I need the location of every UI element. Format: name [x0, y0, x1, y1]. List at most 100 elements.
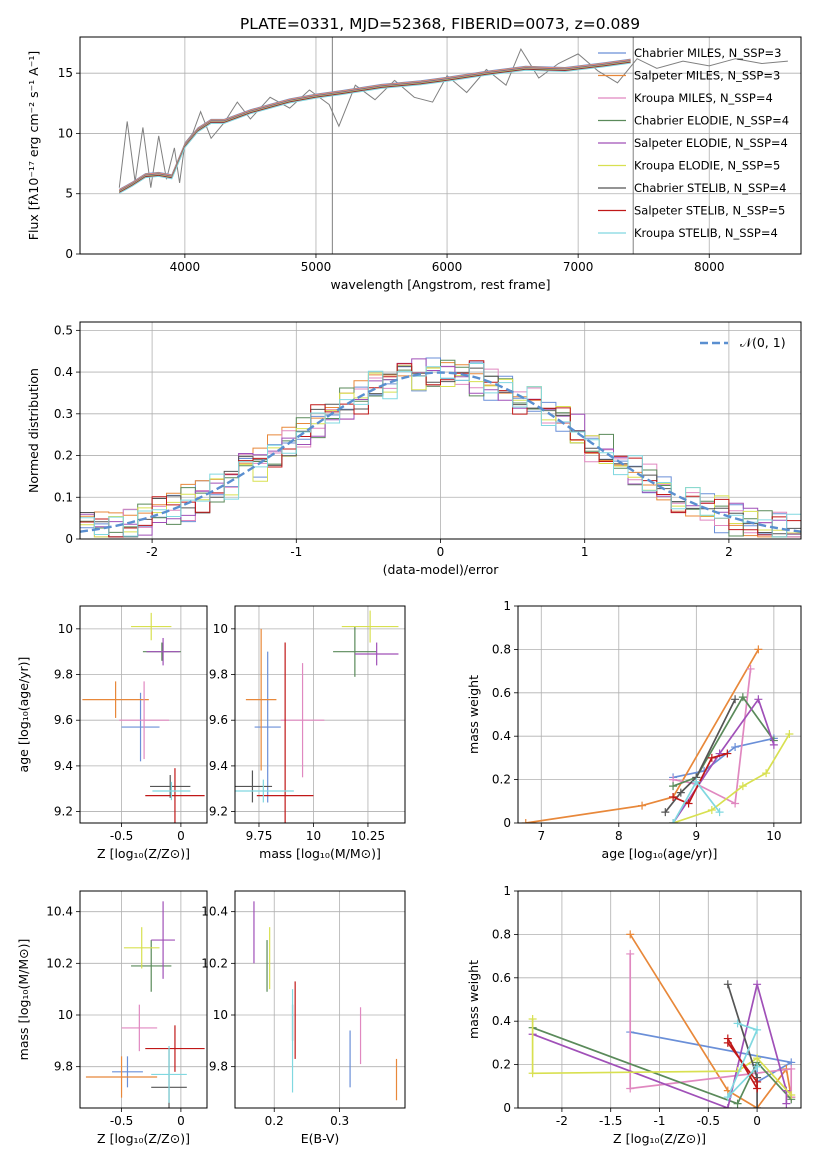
- mass-weight-marker: [626, 930, 635, 939]
- y-tick-label: 0.4: [492, 1014, 511, 1028]
- y-tick-label: 5: [65, 187, 73, 201]
- y-tick-label: 10: [213, 1008, 228, 1022]
- plot-area: [118, 37, 788, 254]
- y-axis-label: mass weight: [466, 675, 481, 754]
- mass-weight-vs-age-panel: 7 8 9 10 0 0.2 0.4 0.6 0.8 1 age [log₁₀(age/yr)] ma…: [466, 599, 802, 861]
- observed-spectrum-line: [118, 48, 788, 188]
- x-tick-label: 7: [537, 829, 545, 843]
- mass-weight-marker: [746, 664, 755, 673]
- x-tick-label: -0.5: [110, 829, 133, 843]
- x-axis-label: mass [log₁₀(M/M⊙)]: [259, 846, 381, 861]
- mass-weight-marker: [723, 1034, 732, 1043]
- age-vs-mass-panel: 9.75 10 10.25 9.2 9.4 9.6 9.8 10 mass [log₁₀(M/M…: [209, 605, 406, 861]
- mass-weight-marker: [754, 695, 763, 704]
- mass-weight-marker: [753, 1062, 762, 1071]
- mass-weight-marker: [669, 782, 678, 791]
- x-tick-label: 4000: [170, 260, 201, 274]
- x-tick-label: -1.5: [599, 1114, 622, 1128]
- mass-weight-line: [672, 737, 775, 779]
- x-tick-label: 0.2: [265, 1114, 284, 1128]
- y-axis-label: Flux [fλ10⁻¹⁷ erg cm⁻² s⁻¹ A⁻¹]: [26, 51, 41, 240]
- legend-label: Chabrier STELIB, N_SSP=4: [634, 181, 786, 195]
- x-tick-label: -1: [654, 1114, 666, 1128]
- x-tick-label: -2: [146, 545, 158, 559]
- mass-weight-marker: [753, 980, 762, 989]
- mass-weight-line: [629, 953, 793, 1098]
- y-tick-label: 10: [58, 622, 73, 636]
- y-axis-label: mass weight: [466, 960, 481, 1039]
- x-axis-label: (data-model)/error: [383, 562, 500, 577]
- residual-histogram-panel: -2 -1 0 1 2 0 0.1 0.2 0.3 0.4 0.5 (data-model)/erro…: [26, 321, 802, 577]
- y-tick-label: 0.5: [54, 323, 73, 337]
- legend-label: Chabrier ELODIE, N_SSP=4: [634, 114, 789, 128]
- axes-frame: [517, 890, 802, 1109]
- x-tick-label: -0.5: [697, 1114, 720, 1128]
- mass-weight-marker: [669, 792, 678, 801]
- x-tick-label: 8000: [694, 260, 725, 274]
- mass-weight-line: [525, 648, 760, 823]
- x-tick-label: 9: [693, 829, 701, 843]
- mass-weight-marker: [715, 808, 724, 817]
- legend-label: Chabrier MILES, N_SSP=3: [634, 46, 781, 60]
- x-tick-label: 10: [306, 829, 321, 843]
- x-tick-label: 0: [177, 829, 185, 843]
- mass-weight-line: [630, 1031, 794, 1084]
- x-tick-label: -1: [290, 545, 302, 559]
- mass-weight-vs-metallicity-panel: -2 -1.5 -1 -0.5 0 0 0.2 0.4 0.6 0.8 1 Z [log₁₀(Z/Z⊙…: [466, 884, 802, 1146]
- legend-label: Kroupa MILES, N_SSP=4: [634, 91, 773, 105]
- y-tick-label: 0.8: [492, 642, 511, 656]
- y-tick-label: 10: [58, 1008, 73, 1022]
- y-tick-label: 0.4: [492, 729, 511, 743]
- mass-weight-line: [532, 1026, 792, 1105]
- mass-vs-extinction-panel: 0.2 0.3 9.8 10 10.2 10.4 E(B-V): [201, 890, 406, 1146]
- y-tick-label: 0.2: [492, 773, 511, 787]
- y-tick-label: 10.2: [201, 956, 228, 970]
- mass-weight-marker: [785, 730, 794, 739]
- y-tick-label: 9.8: [54, 1060, 73, 1074]
- x-axis-label: E(B-V): [301, 1131, 340, 1146]
- age-vs-metallicity-panel: -0.5 0 9.2 9.4 9.6 9.8 10 Z [log₁₀(Z/Z⊙)] age [l…: [16, 605, 208, 861]
- mass-weight-marker: [738, 782, 747, 791]
- y-tick-label: 9.6: [54, 713, 73, 727]
- legend-label: Salpeter ELODIE, N_SSP=4: [634, 136, 788, 150]
- y-tick-label: 9.8: [54, 668, 73, 682]
- legend-label: Salpeter STELIB, N_SSP=5: [634, 204, 785, 218]
- mass-weight-marker: [528, 1015, 537, 1024]
- y-tick-label: 9.8: [209, 1060, 228, 1074]
- legend-label: Kroupa STELIB, N_SSP=4: [634, 226, 778, 240]
- x-tick-label: 1: [581, 545, 589, 559]
- mass-vs-metallicity-panel: -0.5 0 9.8 10 10.2 10.4 Z [log₁₀(Z/Z⊙)] mass [l…: [16, 890, 208, 1146]
- axes-frame: [79, 605, 208, 824]
- x-tick-label: 9.75: [246, 829, 273, 843]
- y-axis-label: Normed distribution: [26, 368, 41, 493]
- x-axis-label: Z [log₁₀(Z/Z⊙)]: [97, 846, 190, 861]
- y-tick-label: 10: [213, 622, 228, 636]
- mass-weight-marker: [707, 753, 716, 762]
- mass-weight-marker: [782, 1099, 791, 1108]
- mass-weight-line: [664, 698, 736, 813]
- y-tick-label: 15: [58, 66, 73, 80]
- mass-weight-marker: [753, 1054, 762, 1063]
- mass-weight-marker: [762, 769, 771, 778]
- mass-weight-marker: [738, 693, 747, 702]
- plot-area: [528, 930, 796, 1108]
- mass-weight-marker: [754, 645, 763, 654]
- plot-area: [82, 612, 205, 823]
- y-tick-label: 0.2: [54, 449, 73, 463]
- mass-weight-marker: [638, 801, 647, 810]
- x-tick-label: 2: [725, 545, 733, 559]
- mass-weight-marker: [787, 1090, 796, 1099]
- axes-frame: [79, 36, 802, 255]
- x-tick-label: -2: [556, 1114, 568, 1128]
- mass-weight-marker: [769, 740, 778, 749]
- axes-frame: [234, 890, 406, 1109]
- y-tick-label: 0: [65, 532, 73, 546]
- mass-weight-marker: [707, 805, 716, 814]
- mass-weight-marker: [723, 749, 732, 758]
- mass-weight-marker: [753, 1084, 762, 1093]
- y-tick-label: 0: [503, 1101, 511, 1115]
- y-tick-label: 1: [503, 884, 511, 898]
- mass-weight-marker: [528, 1069, 537, 1078]
- mass-weight-line: [672, 752, 728, 805]
- mass-weight-line: [727, 1022, 759, 1098]
